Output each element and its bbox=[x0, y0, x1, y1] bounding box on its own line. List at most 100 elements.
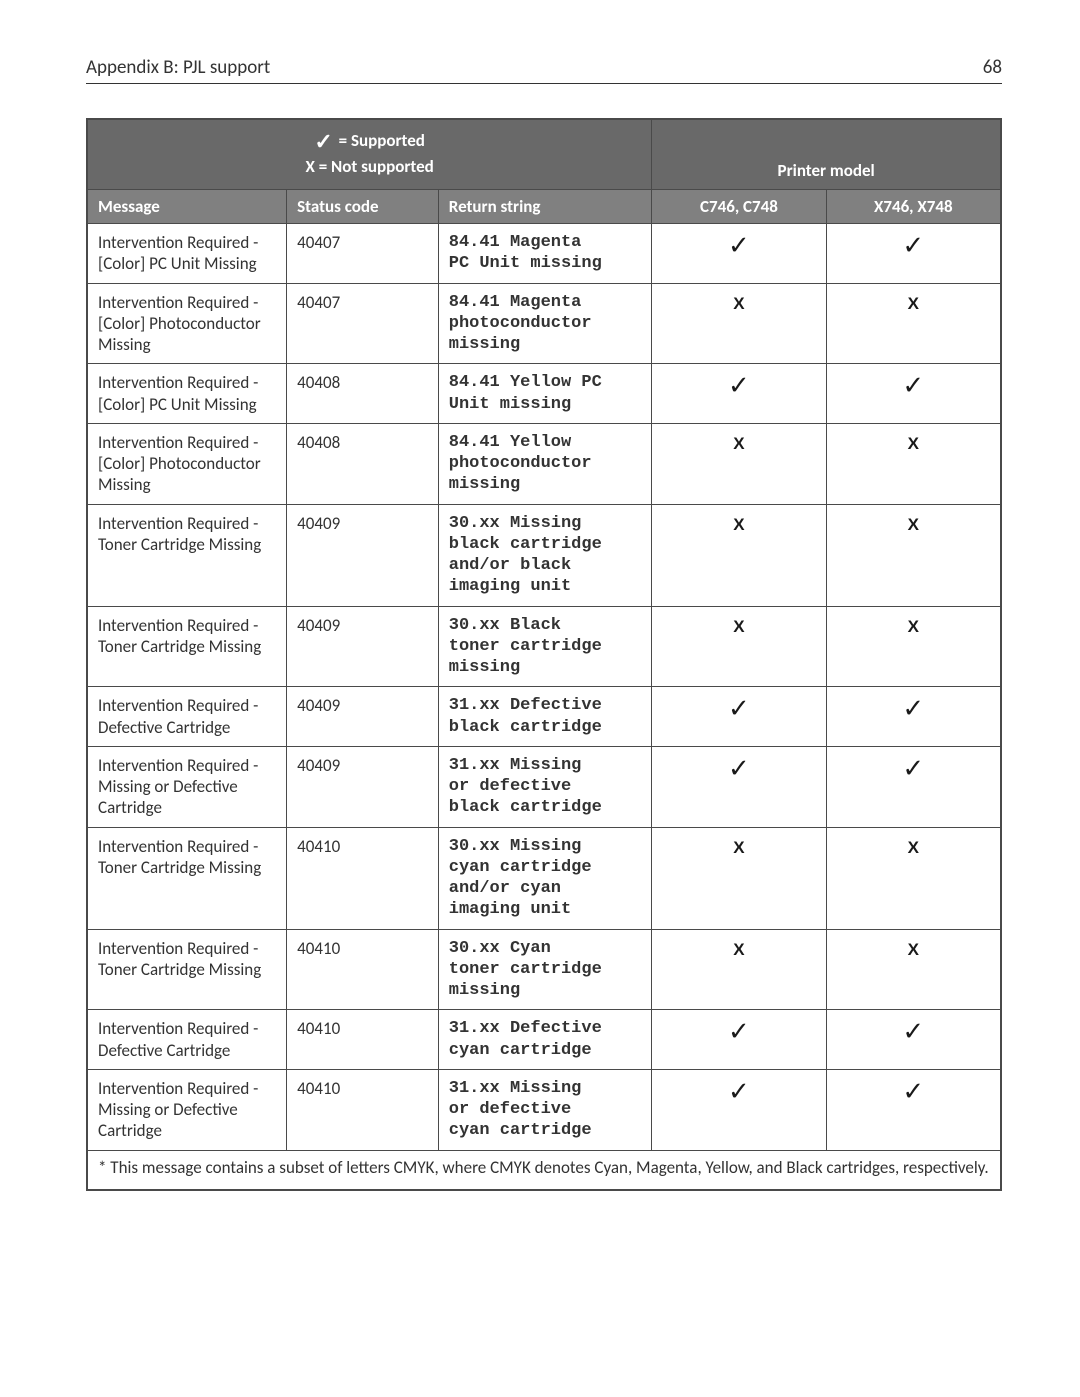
x-icon: X bbox=[733, 613, 744, 637]
col-model-b: X746, X748 bbox=[826, 190, 1001, 224]
support-cell: ✓ bbox=[826, 746, 1001, 827]
x-icon: X bbox=[908, 511, 919, 535]
printer-model-header: Printer model bbox=[652, 119, 1001, 190]
support-cell: X bbox=[826, 504, 1001, 606]
footnote-cell: * This message contains a subset of lett… bbox=[87, 1150, 1001, 1190]
return-string-cell: 84.41 Magenta photoconductor missing bbox=[438, 283, 652, 364]
pjl-support-table: ✓ = Supported X = Not supported Printer … bbox=[86, 118, 1002, 1191]
return-string-cell: 84.41 Yellow PC Unit missing bbox=[438, 364, 652, 424]
table-row: Intervention Required - [Color] Photocon… bbox=[87, 423, 1001, 504]
support-cell: X bbox=[826, 423, 1001, 504]
page: Appendix B: PJL support 68 ✓ = Supported… bbox=[0, 0, 1080, 1397]
table-row: Intervention Required - Toner Cartridge … bbox=[87, 504, 1001, 606]
message-cell: Intervention Required - [Color] Photocon… bbox=[87, 423, 287, 504]
support-cell: ✓ bbox=[652, 224, 826, 284]
col-status-code: Status code bbox=[287, 190, 439, 224]
message-cell: Intervention Required - Defective Cartri… bbox=[87, 687, 287, 747]
table-row: Intervention Required - Missing or Defec… bbox=[87, 746, 1001, 827]
support-cell: ✓ bbox=[652, 1069, 826, 1150]
support-cell: ✓ bbox=[652, 687, 826, 747]
col-model-a: C746, C748 bbox=[652, 190, 826, 224]
support-cell: X bbox=[652, 423, 826, 504]
status-code-cell: 40410 bbox=[287, 827, 439, 929]
check-icon: ✓ bbox=[728, 1076, 750, 1104]
return-string-cell: 30.xx Cyan toner cartridge missing bbox=[438, 929, 652, 1010]
check-icon: ✓ bbox=[314, 131, 332, 153]
table-body: Intervention Required - [Color] PC Unit … bbox=[87, 224, 1001, 1151]
check-icon: ✓ bbox=[728, 230, 750, 258]
table-row: Intervention Required - Missing or Defec… bbox=[87, 1069, 1001, 1150]
support-cell: X bbox=[652, 504, 826, 606]
check-icon: ✓ bbox=[728, 753, 750, 781]
status-code-cell: 40409 bbox=[287, 687, 439, 747]
page-header-title: Appendix B: PJL support bbox=[86, 56, 270, 79]
message-cell: Intervention Required - Missing or Defec… bbox=[87, 746, 287, 827]
table-row: Intervention Required - Toner Cartridge … bbox=[87, 827, 1001, 929]
x-icon: X bbox=[908, 834, 919, 858]
column-header-row: Message Status code Return string C746, … bbox=[87, 190, 1001, 224]
support-cell: ✓ bbox=[652, 746, 826, 827]
message-cell: Intervention Required - [Color] PC Unit … bbox=[87, 224, 287, 284]
support-cell: ✓ bbox=[652, 364, 826, 424]
message-cell: Intervention Required - Defective Cartri… bbox=[87, 1010, 287, 1070]
status-code-cell: 40409 bbox=[287, 606, 439, 687]
message-cell: Intervention Required - Toner Cartridge … bbox=[87, 504, 287, 606]
support-cell: X bbox=[652, 827, 826, 929]
x-icon: X bbox=[733, 430, 744, 454]
support-cell: ✓ bbox=[826, 364, 1001, 424]
support-cell: ✓ bbox=[652, 1010, 826, 1070]
x-icon: X bbox=[908, 430, 919, 454]
status-code-cell: 40410 bbox=[287, 929, 439, 1010]
check-icon: ✓ bbox=[902, 230, 924, 258]
return-string-cell: 30.xx Missing black cartridge and/or bla… bbox=[438, 504, 652, 606]
check-icon: ✓ bbox=[902, 1076, 924, 1104]
support-cell: ✓ bbox=[826, 1069, 1001, 1150]
status-code-cell: 40408 bbox=[287, 423, 439, 504]
message-cell: Intervention Required - Missing or Defec… bbox=[87, 1069, 287, 1150]
table-row: Intervention Required - Toner Cartridge … bbox=[87, 929, 1001, 1010]
return-string-cell: 31.xx Defective black cartridge bbox=[438, 687, 652, 747]
status-code-cell: 40408 bbox=[287, 364, 439, 424]
return-string-cell: 30.xx Missing cyan cartridge and/or cyan… bbox=[438, 827, 652, 929]
x-icon: X bbox=[908, 936, 919, 960]
return-string-cell: 84.41 Yellow photoconductor missing bbox=[438, 423, 652, 504]
message-cell: Intervention Required - Toner Cartridge … bbox=[87, 827, 287, 929]
x-icon: X bbox=[733, 936, 744, 960]
x-icon: X bbox=[733, 834, 744, 858]
support-cell: X bbox=[652, 283, 826, 364]
support-cell: X bbox=[652, 606, 826, 687]
support-cell: X bbox=[652, 929, 826, 1010]
support-cell: X bbox=[826, 283, 1001, 364]
x-icon: X bbox=[908, 613, 919, 637]
support-cell: ✓ bbox=[826, 687, 1001, 747]
col-return-string: Return string bbox=[438, 190, 652, 224]
support-cell: ✓ bbox=[826, 224, 1001, 284]
status-code-cell: 40407 bbox=[287, 224, 439, 284]
check-icon: ✓ bbox=[902, 693, 924, 721]
status-code-cell: 40409 bbox=[287, 504, 439, 606]
message-cell: Intervention Required - [Color] Photocon… bbox=[87, 283, 287, 364]
return-string-cell: 30.xx Black toner cartridge missing bbox=[438, 606, 652, 687]
message-cell: Intervention Required - [Color] PC Unit … bbox=[87, 364, 287, 424]
legend-row: ✓ = Supported X = Not supported Printer … bbox=[87, 119, 1001, 190]
message-cell: Intervention Required - Toner Cartridge … bbox=[87, 606, 287, 687]
return-string-cell: 31.xx Missing or defective cyan cartridg… bbox=[438, 1069, 652, 1150]
check-icon: ✓ bbox=[902, 1016, 924, 1044]
support-cell: X bbox=[826, 929, 1001, 1010]
message-cell: Intervention Required - Toner Cartridge … bbox=[87, 929, 287, 1010]
x-icon: X bbox=[733, 511, 744, 535]
return-string-cell: 31.xx Defective cyan cartridge bbox=[438, 1010, 652, 1070]
support-cell: X bbox=[826, 827, 1001, 929]
check-icon: ✓ bbox=[902, 753, 924, 781]
legend-supported-label: = Supported bbox=[339, 130, 425, 151]
return-string-cell: 31.xx Missing or defective black cartrid… bbox=[438, 746, 652, 827]
col-message: Message bbox=[87, 190, 287, 224]
support-cell: ✓ bbox=[826, 1010, 1001, 1070]
x-icon: X bbox=[733, 290, 744, 314]
status-code-cell: 40409 bbox=[287, 746, 439, 827]
check-icon: ✓ bbox=[902, 370, 924, 398]
table-row: Intervention Required - Toner Cartridge … bbox=[87, 606, 1001, 687]
status-code-cell: 40410 bbox=[287, 1069, 439, 1150]
check-icon: ✓ bbox=[728, 1016, 750, 1044]
page-header: Appendix B: PJL support 68 bbox=[86, 56, 1002, 84]
